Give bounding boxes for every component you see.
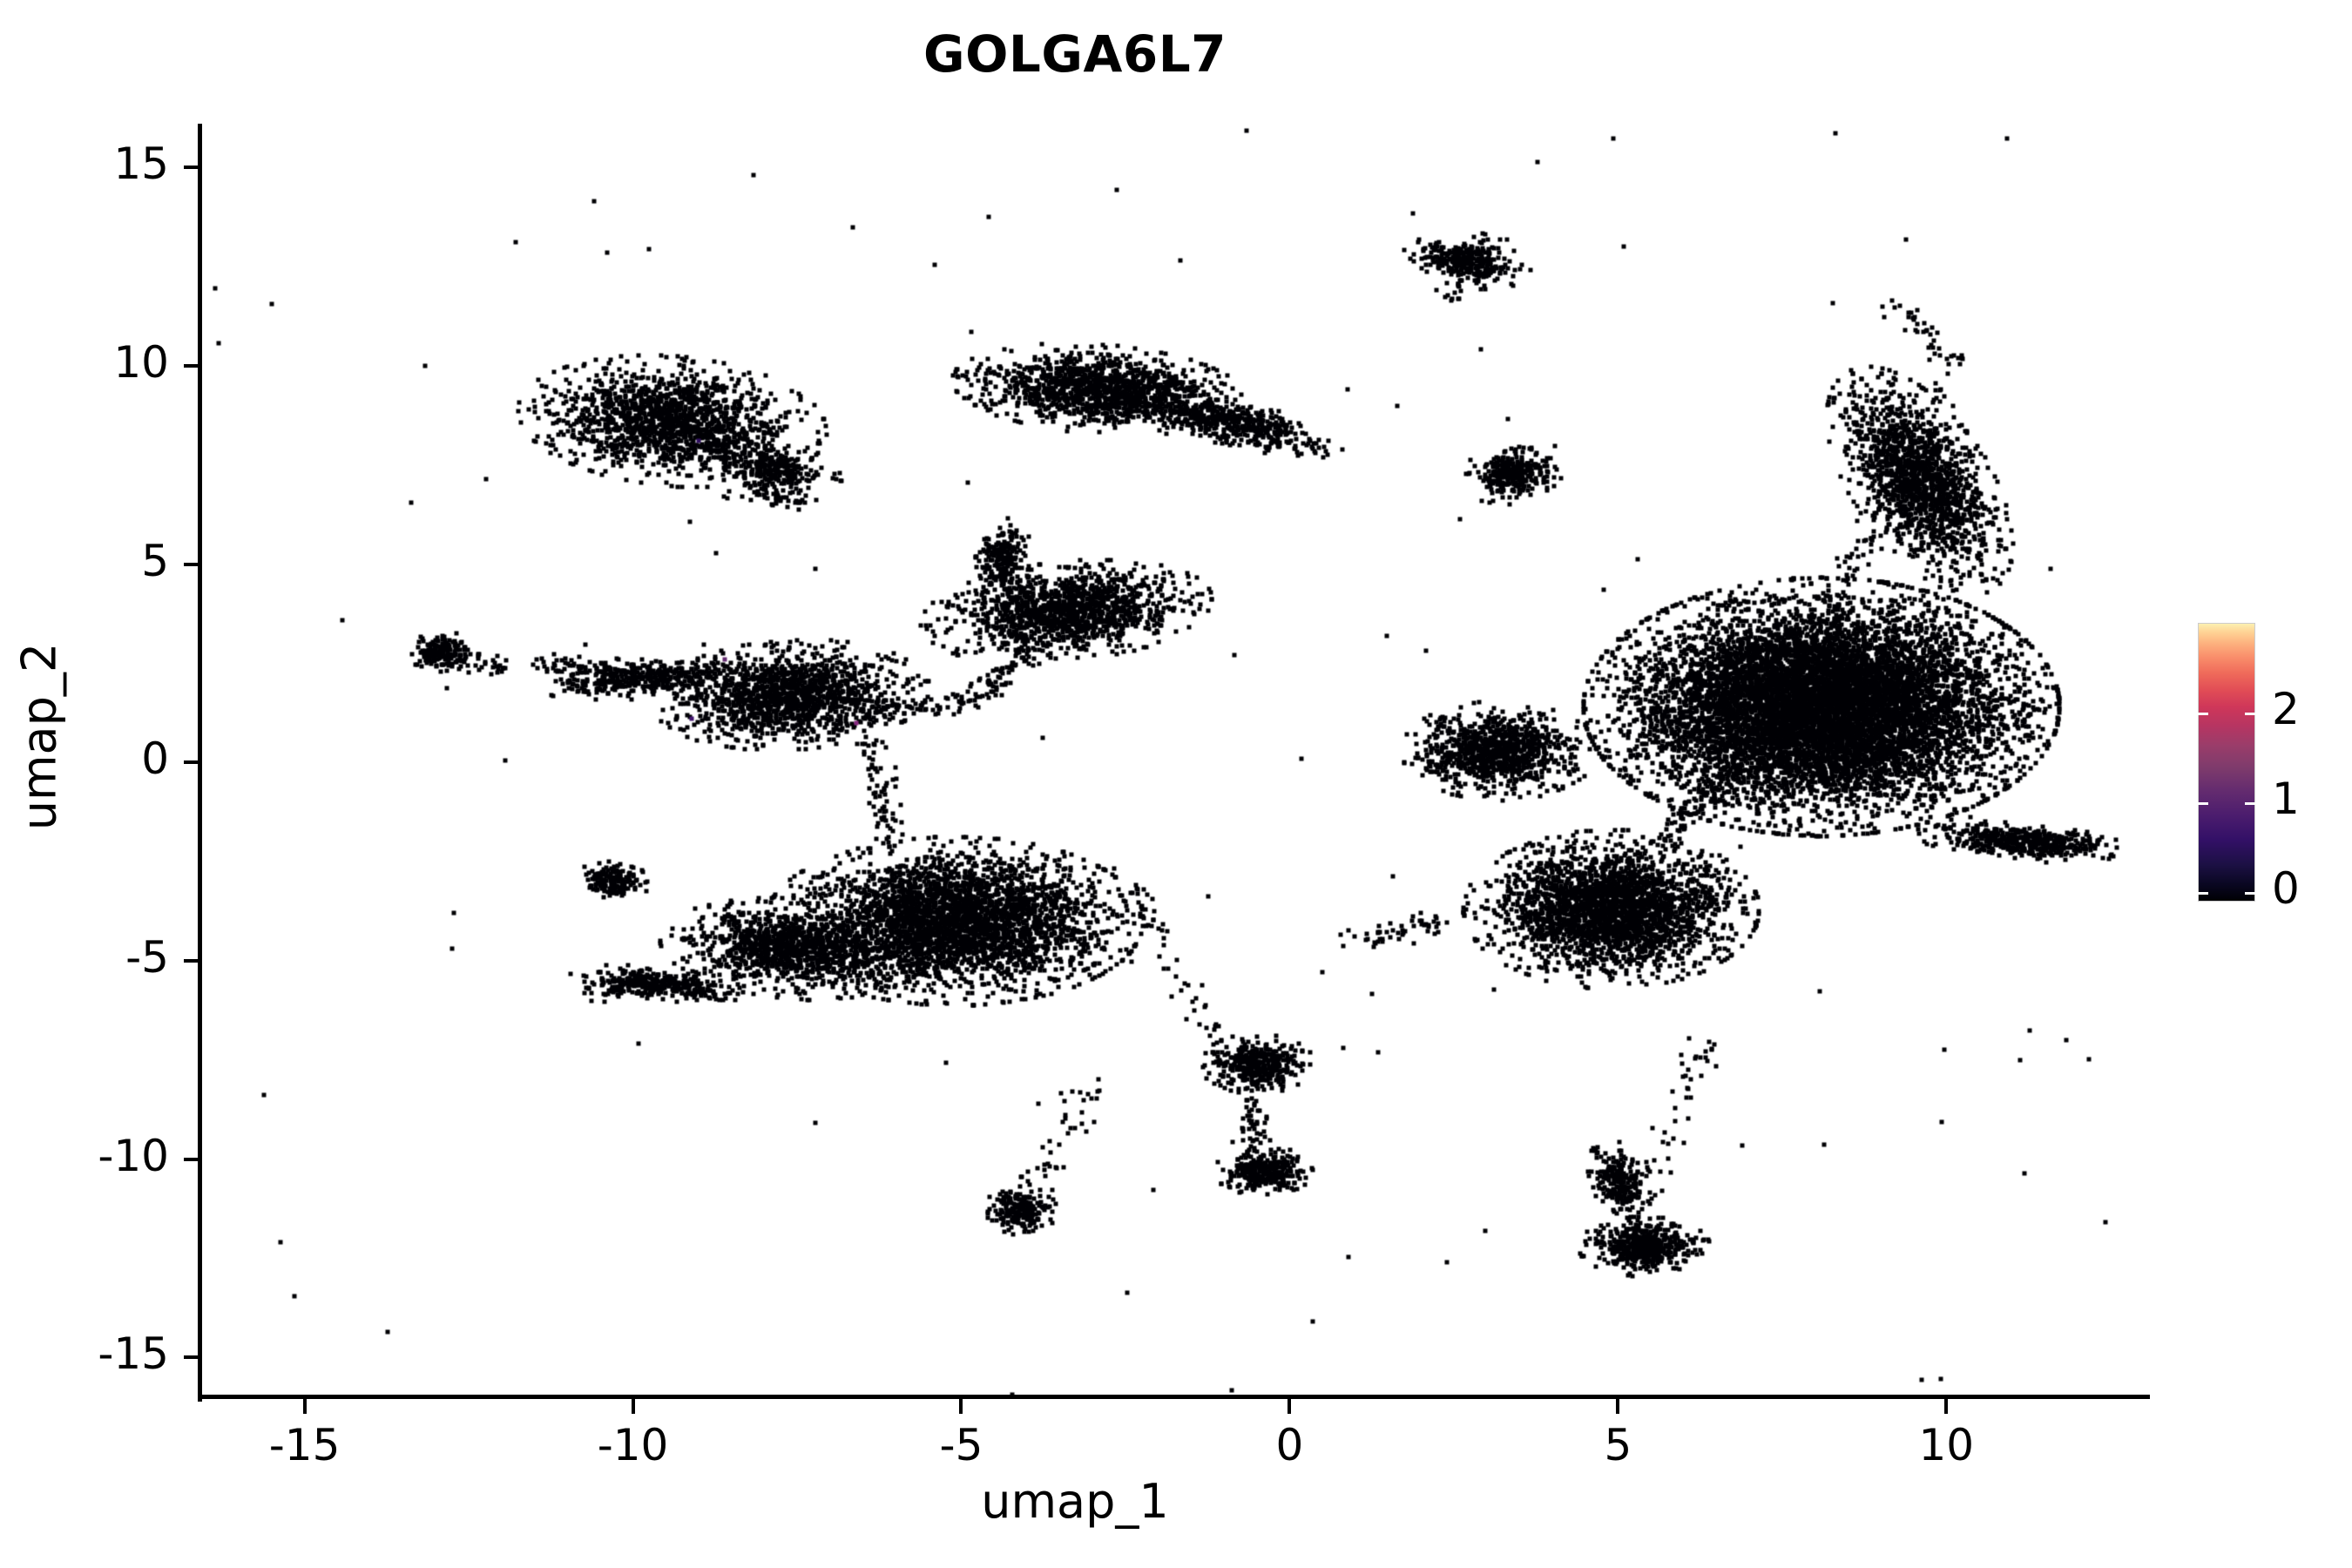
x-tick-label: 0 <box>1275 1420 1304 1470</box>
colorbar <box>2198 623 2255 902</box>
colorbar-tick-2-right <box>2245 713 2255 715</box>
y-tick-label: 15 <box>113 139 169 190</box>
scatter-plot-canvas <box>199 124 2150 1397</box>
y-tick-label: 10 <box>113 336 169 388</box>
x-tick-label: 10 <box>1918 1420 1975 1470</box>
y-tick-label: 0 <box>141 733 169 785</box>
y-tick-label: 5 <box>141 535 169 586</box>
y-tick-mark <box>184 1157 199 1161</box>
x-axis-spine <box>198 1395 2150 1399</box>
page-title: GOLGA6L7 <box>923 24 1227 84</box>
y-tick-mark <box>184 959 199 963</box>
colorbar-tick-1-right <box>2245 802 2255 805</box>
y-tick-mark <box>184 562 199 566</box>
colorbar-tick-label: 0 <box>2272 863 2300 914</box>
y-tick-mark <box>184 363 199 368</box>
x-tick-label: -5 <box>939 1420 983 1470</box>
y-tick-label: -15 <box>98 1328 169 1380</box>
x-tick-mark <box>959 1399 963 1414</box>
x-axis-label: umap_1 <box>981 1474 1169 1529</box>
colorbar-tick-0-right <box>2245 892 2255 895</box>
x-tick-label: -10 <box>597 1420 669 1470</box>
y-axis-label: umap_2 <box>11 642 67 831</box>
x-tick-mark <box>302 1399 307 1414</box>
x-tick-label: -15 <box>268 1420 341 1470</box>
y-axis-spine <box>198 124 202 1402</box>
colorbar-tick-1-left <box>2198 802 2208 805</box>
colorbar-tick-2-left <box>2198 713 2208 715</box>
x-tick-mark <box>1288 1399 1292 1414</box>
y-tick-mark <box>184 760 199 765</box>
x-tick-mark <box>631 1399 635 1414</box>
x-tick-mark <box>1616 1399 1620 1414</box>
x-tick-mark <box>1944 1399 1949 1414</box>
y-tick-mark <box>184 166 199 170</box>
y-tick-label: -5 <box>125 932 169 983</box>
colorbar-tick-0-left <box>2198 892 2208 895</box>
colorbar-tick-label: 1 <box>2272 774 2300 824</box>
x-tick-label: 5 <box>1604 1420 1632 1470</box>
colorbar-tick-label: 2 <box>2272 684 2300 734</box>
y-tick-mark <box>184 1355 199 1360</box>
colorbar-gradient <box>2198 623 2255 902</box>
y-tick-label: -10 <box>98 1130 169 1181</box>
